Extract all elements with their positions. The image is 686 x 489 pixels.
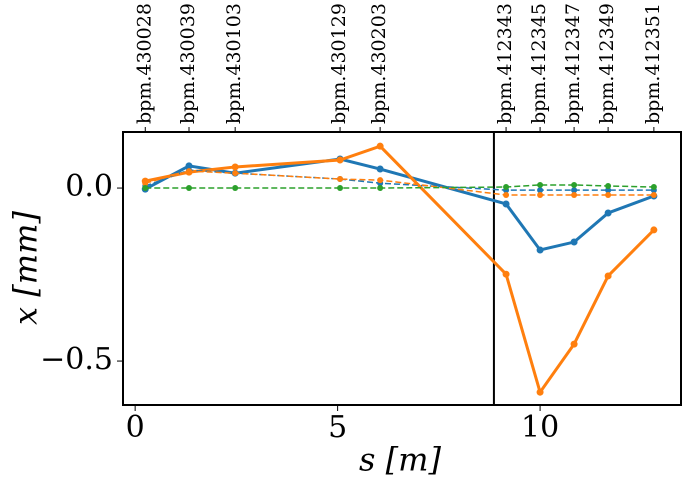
top-tick-label: bpm.430028 (133, 3, 155, 124)
series-line (144, 144, 655, 396)
data-point (571, 181, 578, 188)
data-point (502, 270, 510, 278)
data-point (232, 185, 239, 192)
data-point (536, 246, 544, 254)
data-point (571, 191, 578, 198)
top-tick-label: bpm.430203 (368, 3, 390, 124)
top-tick-label: bpm.412343 (494, 3, 516, 124)
data-point (537, 191, 544, 198)
data-point (650, 191, 657, 198)
data-point (537, 181, 544, 188)
top-tick-label: bpm.412351 (642, 3, 664, 124)
data-point (604, 209, 612, 217)
data-point (377, 177, 384, 184)
data-point (336, 156, 344, 164)
data-point (231, 163, 239, 171)
data-point (536, 388, 544, 396)
y-axis-label: x [mm] (7, 211, 45, 325)
data-point (503, 191, 510, 198)
top-tick-label: bpm.412347 (562, 3, 584, 124)
data-point (503, 184, 510, 191)
data-point (232, 170, 239, 177)
data-point (502, 200, 510, 208)
data-point (186, 185, 193, 192)
data-point (377, 185, 384, 192)
series-line (145, 169, 654, 191)
x-tick-label: 0 (126, 410, 145, 445)
data-point (570, 340, 578, 348)
plot-frame (122, 131, 682, 406)
data-point (604, 272, 612, 280)
data-point (570, 238, 578, 246)
top-tick-label: bpm.412345 (528, 3, 550, 124)
data-point (605, 182, 612, 189)
data-point (605, 191, 612, 198)
data-point (337, 176, 344, 183)
data-point (605, 187, 612, 194)
top-tick-label: bpm.430039 (177, 3, 199, 124)
series-line (145, 184, 654, 189)
data-point (186, 168, 193, 175)
top-tick-label: bpm.430129 (328, 3, 350, 124)
data-point (571, 187, 578, 194)
x-tick-label: 5 (328, 410, 347, 445)
data-point (537, 187, 544, 194)
data-point (376, 142, 384, 150)
data-point (337, 185, 344, 192)
data-point (142, 180, 149, 187)
data-point (650, 184, 657, 191)
y-tick-label: −0.5 (40, 342, 113, 377)
x-tick-label: 10 (521, 410, 559, 445)
x-axis-label: s [m] (359, 441, 441, 479)
data-point (376, 165, 384, 173)
top-tick-label: bpm.412349 (596, 3, 618, 124)
data-point (142, 185, 149, 192)
top-tick-label: bpm.430103 (223, 3, 245, 124)
y-tick-label: 0.0 (65, 169, 113, 204)
data-point (650, 226, 658, 234)
